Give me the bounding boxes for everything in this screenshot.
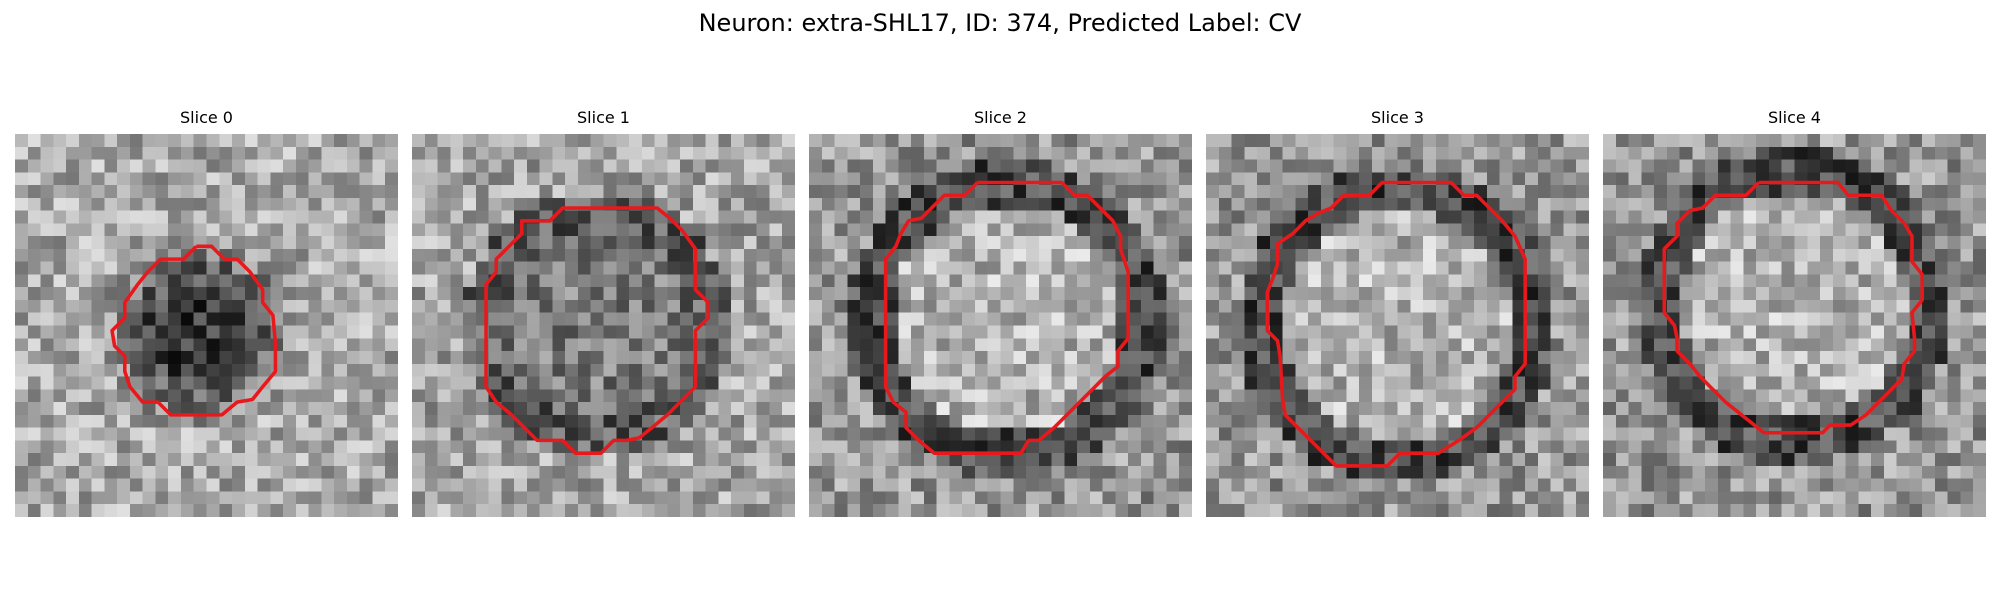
slice-title: Slice 4 [1603, 107, 1986, 129]
slice-panel-4: Slice 4 [1603, 107, 1986, 517]
pixel-grid [1603, 134, 1986, 517]
slice-image [412, 134, 795, 517]
slice-title: Slice 0 [15, 107, 398, 129]
pixel-grid [1206, 134, 1589, 517]
slice-panel-3: Slice 3 [1206, 107, 1589, 517]
slice-panel-2: Slice 2 [809, 107, 1192, 517]
pixel-grid [412, 134, 795, 517]
slice-title: Slice 3 [1206, 107, 1589, 129]
slice-title: Slice 2 [809, 107, 1192, 129]
slice-image [1603, 134, 1986, 517]
slice-title: Slice 1 [412, 107, 795, 129]
slice-image [1206, 134, 1589, 517]
pixel-grid [809, 134, 1192, 517]
figure-title: Neuron: extra-SHL17, ID: 374, Predicted … [0, 6, 2000, 40]
slice-panel-1: Slice 1 [412, 107, 795, 517]
slice-panel-0: Slice 0 [15, 107, 398, 517]
pixel-grid [15, 134, 398, 517]
slice-image [15, 134, 398, 517]
slice-image [809, 134, 1192, 517]
